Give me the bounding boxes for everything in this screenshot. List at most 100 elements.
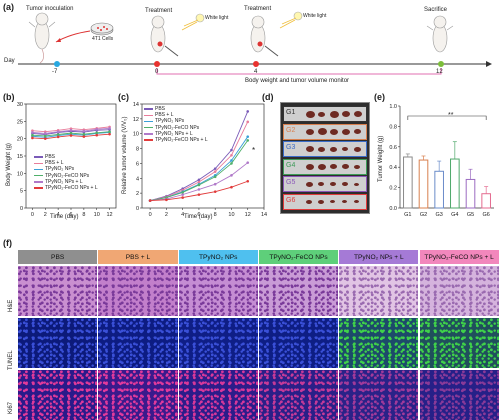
chart-e-ylabel: Tumor Weight (g) [378, 135, 384, 182]
chart-c-legend-swatch [144, 139, 153, 141]
tumor-specimen [342, 147, 348, 151]
chart-c-xtick: 8 [214, 212, 217, 218]
histology-column-header: PBS [18, 250, 98, 264]
cells-label: 4T1 Cells [92, 36, 114, 42]
chart-b-legend-label: PBS + L [45, 160, 64, 167]
chart-b-point [31, 133, 34, 137]
chart-b-ytick: 25 [17, 119, 23, 125]
lightbulb-icon-2 [279, 11, 303, 29]
chart-c-series-line [150, 140, 249, 202]
chart-c-point [246, 179, 250, 183]
chart-c-point [246, 139, 250, 142]
chart-b-legend-entry: TPyNO₂ NPs [34, 166, 98, 172]
chart-c-legend-label: TPyNO₂ NPs [155, 118, 185, 125]
tumor-specimen [342, 128, 350, 135]
chart-b-point [43, 134, 47, 138]
chart-b-point [56, 135, 60, 139]
chart-b-legend-label: TPyNO₂ NPs [45, 166, 75, 173]
chart-e-bar [434, 170, 444, 209]
chart-e-ytick: 0.0 [389, 206, 397, 212]
chart-c-point [181, 196, 184, 199]
chart-b-point [108, 130, 111, 134]
chart-c-ytick: 0 [136, 206, 139, 212]
tumor-specimen [330, 200, 335, 203]
tumor-specimen [306, 146, 314, 152]
chart-b-legend-entry: TPyNO₂-FeCO NPs [34, 173, 98, 179]
chart-b-ytick: 10 [17, 171, 23, 177]
timeline-dot-day-4 [253, 61, 259, 67]
chart-c-point [197, 178, 201, 182]
chart-c-point [213, 182, 217, 186]
tumor-volume-chart: 0 2 4 6 8 10 12 14 0 2 4 6 8 10 12 14 [133, 102, 267, 218]
tumor-specimen [318, 146, 325, 152]
tumor-photo-row: G2 [283, 123, 367, 140]
step-label-treatment-1: Treatment [145, 8, 173, 14]
chart-b-legend-swatch [34, 181, 43, 183]
chart-b-legend-label: TPyNO₂ NPs + L [45, 178, 83, 185]
chart-c-point [246, 135, 250, 138]
tumor-specimen [306, 128, 314, 135]
tumor-specimen [306, 199, 312, 204]
chart-b-xtick: 10 [94, 212, 100, 218]
chart-c-point [213, 170, 217, 173]
chart-c-xlabel: Time (day) [184, 214, 213, 220]
chart-c-xtick: 10 [228, 212, 234, 218]
white-light-label-1: White light [205, 15, 229, 21]
chart-e-bar [450, 158, 460, 209]
histology-image-he [258, 266, 339, 316]
tumor-specimen [354, 146, 361, 152]
chart-c-ytick: 8 [136, 147, 139, 153]
tumor-specimen [330, 182, 336, 186]
histology-image-ki67 [339, 370, 419, 420]
white-light-label-2: White light [303, 13, 327, 19]
chart-e-bar [403, 156, 413, 209]
chart-c-legend-entry: TPyNO₂-FeCO NPs [144, 125, 208, 131]
chart-c-ytick: 12 [133, 117, 139, 123]
row-label-he: H&E [8, 299, 14, 312]
row-label-ki67: Ki67 [8, 401, 14, 414]
chart-c-ytick: 14 [133, 102, 139, 108]
histology-image-tunel [18, 318, 98, 368]
histology-image-he [419, 266, 499, 316]
chart-e-xtick: G4 [451, 212, 458, 218]
cell-dish-icon [90, 22, 114, 36]
chart-e-bar [418, 159, 429, 209]
chart-b-ytick: 30 [17, 102, 23, 108]
chart-b-legend-label: PBS [45, 154, 56, 160]
chart-c-point [197, 180, 201, 184]
chart-e-significance-bracket [407, 115, 487, 120]
histology-image-tunel [178, 318, 258, 368]
chart-b-legend-label: TPyNO₂-FeCO NPs + L [45, 185, 98, 192]
chart-b-legend: PBS PBS + L TPyNO₂ NPs TPyNO₂-FeCO NPs TPyNO… [34, 154, 98, 191]
chart-c-point [230, 174, 233, 177]
tumor-specimen [318, 199, 324, 204]
chart-c-point [181, 193, 184, 196]
chart-c-point [213, 190, 217, 193]
timeline-dot-day-12 [438, 61, 444, 67]
histology-column-header: PBS + L [98, 250, 178, 264]
chart-c-ytick: 10 [133, 132, 139, 138]
chart-c-legend-swatch [144, 133, 153, 135]
tumor-specimen [342, 200, 347, 203]
histology-image-ki67 [18, 370, 98, 420]
chart-c-legend-label: TPyNO₂ NPs + L [155, 130, 193, 137]
chart-e-ytick: 0.2 [389, 186, 397, 192]
chart-b-legend-entry: PBS + L [34, 160, 98, 166]
lightbulb-icon-1 [181, 13, 205, 31]
tumor-group-label: G6 [286, 196, 296, 204]
chart-c-legend-swatch [144, 126, 153, 129]
tumor-specimen [330, 110, 339, 118]
tumor-photo-row: G1 [283, 106, 367, 122]
chart-c-legend-label: PBS [155, 106, 166, 112]
chart-b-xlabel: Time (day) [50, 214, 79, 220]
panel-label-c: (c) [118, 92, 129, 102]
chart-c-ytick: 2 [136, 191, 139, 197]
chart-b-point [56, 133, 60, 136]
chart-e-ytick: 1.0 [389, 104, 397, 110]
injection-arrow [55, 30, 91, 43]
panel-label-b: (b) [3, 92, 15, 102]
chart-b-ytick: 20 [17, 137, 23, 143]
chart-c-point [181, 191, 184, 194]
day-label-minus7: -7 [52, 69, 58, 75]
histology-image-tunel [258, 318, 339, 368]
